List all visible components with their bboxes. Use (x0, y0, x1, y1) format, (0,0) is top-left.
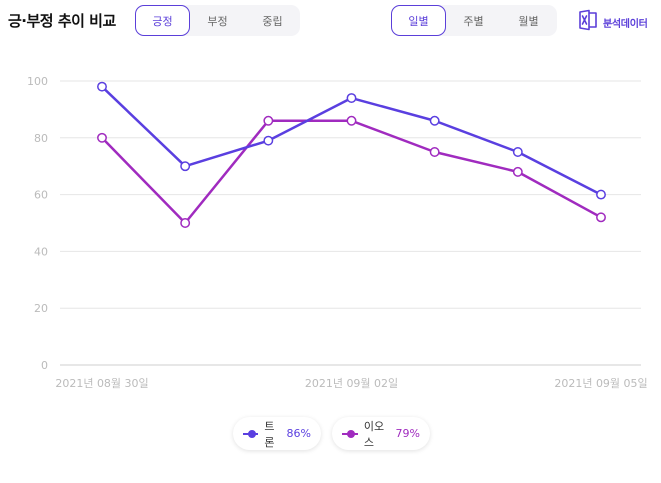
legend-marker-icon (243, 429, 259, 438)
page-title: 긍·부정 추이 비교 (8, 12, 116, 30)
legend-series-percent: 86% (286, 427, 311, 440)
export-data-button[interactable]: 분석데이터 (577, 9, 648, 35)
y-tick-label: 60 (34, 189, 48, 202)
y-tick-label: 20 (34, 302, 48, 315)
legend-series-name: 이오스 (363, 419, 385, 449)
legend-item-series-2[interactable]: 이오스 79% (332, 417, 430, 450)
data-point (180, 218, 191, 228)
tab-positive[interactable]: 긍정 (135, 5, 190, 36)
line-chart: 0 20 40 60 80 100 2021년 08월 30일 2021년 09월 02일 20… (27, 75, 648, 390)
data-point (346, 115, 357, 126)
y-tick-label: 100 (27, 75, 48, 88)
x-tick-label: 2021년 09월 05일 (554, 376, 647, 390)
tab-negative[interactable]: 부정 (207, 14, 228, 28)
x-tick-label: 2021년 09월 02일 (305, 376, 398, 390)
tab-neutral[interactable]: 중립 (262, 14, 283, 28)
data-point (596, 212, 606, 223)
data-point (97, 132, 107, 143)
y-tick-label: 0 (41, 359, 48, 372)
x-tick-label: 2021년 08월 30일 (55, 376, 148, 390)
tab-daily[interactable]: 일별 (391, 5, 446, 36)
y-tick-label: 40 (34, 245, 48, 258)
period-tab-group: 일별 주별 월별 (391, 5, 557, 36)
excel-icon (577, 9, 599, 35)
legend-marker-icon (342, 429, 358, 438)
data-point (596, 189, 606, 200)
tab-monthly[interactable]: 월별 (518, 14, 539, 28)
data-point (512, 166, 523, 177)
data-point (512, 147, 523, 157)
data-point (429, 115, 440, 126)
data-point (429, 147, 440, 157)
legend-item-series-1[interactable]: 트론 86% (233, 417, 321, 450)
series-line (101, 119, 602, 225)
data-point (97, 81, 107, 92)
data-point (263, 135, 274, 146)
data-point (180, 161, 191, 172)
legend-series-name: 트론 (264, 419, 275, 449)
y-tick-label: 80 (34, 132, 48, 145)
legend-series-percent: 79% (395, 427, 420, 440)
data-point (263, 115, 274, 126)
tab-weekly[interactable]: 주별 (463, 14, 484, 28)
sentiment-tab-group: 긍정 부정 중립 (135, 5, 300, 36)
export-data-label: 분석데이터 (603, 18, 648, 30)
data-point (346, 93, 357, 103)
